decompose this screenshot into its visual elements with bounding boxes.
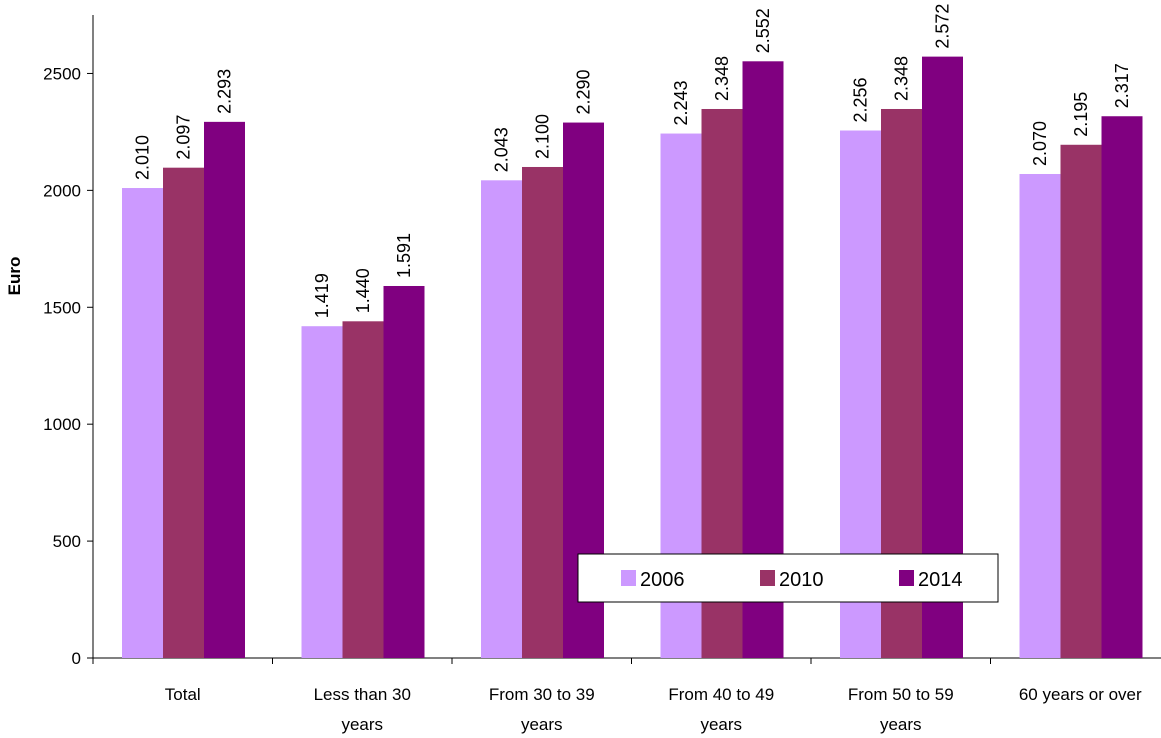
bar-2006	[301, 326, 343, 658]
data-label: 2.256	[851, 77, 871, 122]
data-label: 2.572	[933, 4, 953, 49]
y-tick-label: 1500	[43, 298, 81, 317]
data-label: 2.097	[174, 115, 194, 160]
data-label: 2.317	[1112, 63, 1132, 108]
legend-swatch-2006	[621, 570, 636, 586]
axes	[87, 15, 1161, 664]
bar-2010	[342, 321, 384, 658]
legend-label-2010: 2010	[779, 569, 824, 591]
x-category-label: Total	[165, 685, 201, 704]
bar-2010	[163, 167, 204, 658]
y-axis-labels: 0 500 1000 1500 2000 2500	[43, 64, 81, 668]
data-label: 2.348	[892, 56, 912, 101]
x-category-label: 60 years or over	[1019, 685, 1142, 704]
y-tick-label: 0	[72, 649, 81, 668]
data-label: 2.293	[215, 69, 235, 114]
bar-2010	[1060, 144, 1102, 658]
data-label: 1.440	[353, 268, 373, 313]
data-label: 2.348	[712, 56, 732, 101]
legend-swatch-2014	[899, 570, 914, 586]
data-label: 1.591	[394, 233, 414, 278]
data-label: 2.552	[753, 8, 773, 53]
y-tick-label: 500	[53, 532, 81, 551]
legend-box	[577, 553, 999, 603]
bar-2014	[204, 121, 245, 658]
bar-2014	[1101, 116, 1143, 658]
y-tick-label: 2000	[43, 181, 81, 200]
x-category-label: From 50 to 59 years	[848, 685, 954, 734]
y-tick-label: 1000	[43, 415, 81, 434]
y-axis-title-group: Euro	[5, 257, 24, 296]
bar-2006	[481, 180, 522, 658]
legend-label-2006: 2006	[640, 569, 685, 591]
bar-2006	[1019, 173, 1061, 658]
y-tick-label: 2500	[43, 64, 81, 83]
x-axis-labels: Total Less than 30 years From 30 to 39 years…	[165, 685, 1142, 734]
y-axis-title: Euro	[5, 257, 24, 296]
bar-2006	[122, 188, 163, 658]
data-label: 2.290	[574, 70, 594, 115]
legend-label-2014: 2014	[918, 569, 963, 591]
data-label: 2.195	[1071, 92, 1091, 137]
legend: 2006 2010 2014	[577, 553, 999, 603]
data-label: 1.419	[312, 273, 332, 318]
x-category-label: From 40 to 49 years	[668, 685, 774, 734]
data-label: 2.100	[533, 114, 553, 159]
x-category-label: Less than 30 years	[314, 685, 411, 734]
bar-2010	[522, 166, 563, 658]
data-labels: 2.010 2.097 2.293 1.419 1.440 1.591 2.043 2.100…	[133, 4, 1133, 319]
data-label: 2.243	[671, 80, 691, 125]
legend-swatch-2010	[760, 570, 775, 586]
bar-2014	[383, 285, 425, 658]
data-label: 2.070	[1030, 121, 1050, 166]
data-label: 2.043	[492, 127, 512, 172]
x-category-label: From 30 to 39 years	[489, 685, 595, 734]
data-label: 2.010	[133, 135, 153, 180]
